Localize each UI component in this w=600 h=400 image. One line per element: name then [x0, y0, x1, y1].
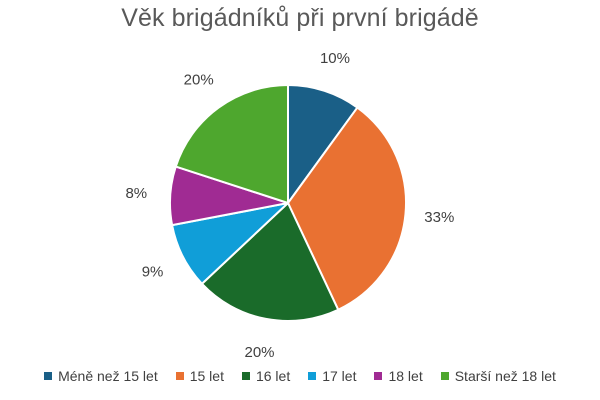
legend-item-3: 16 let — [241, 368, 291, 384]
legend-swatch-1 — [44, 372, 53, 380]
data-label-4: 9% — [142, 264, 164, 281]
pie-slice-3 — [200, 202, 340, 322]
legend-label-1: Méně než 15 let — [58, 368, 158, 384]
legend-label-4: 17 let — [322, 368, 357, 384]
legend-swatch-3 — [241, 372, 250, 380]
data-label-6: 20% — [184, 72, 214, 89]
pie-slices — [169, 84, 407, 322]
pie-slice-1 — [287, 84, 359, 204]
legend-swatch-2 — [175, 372, 184, 380]
legend-swatch-5 — [374, 372, 383, 380]
legend-item-2: 15 let — [175, 368, 224, 384]
legend-item-4: 17 let — [308, 368, 356, 384]
legend-label-5: 18 let — [388, 368, 423, 384]
data-label-1: 10% — [320, 50, 350, 67]
pie-data-labels: 10% 33% 20% 9% 8% 20% — [125, 50, 454, 361]
legend-label-6: Starší než 18 let — [454, 368, 556, 384]
pie-slice-2 — [287, 106, 407, 311]
legend-item-6: Starší než 18 let — [440, 368, 556, 384]
data-label-3: 20% — [245, 344, 275, 361]
legend-swatch-6 — [440, 372, 449, 380]
data-label-5: 8% — [125, 185, 147, 202]
data-label-2: 33% — [424, 209, 454, 226]
legend-swatch-4 — [308, 372, 317, 380]
pie-slice-6 — [174, 84, 289, 204]
legend-label-3: 16 let — [255, 368, 291, 384]
chart-title: Věk brigádníků při první brigádě — [121, 4, 479, 32]
chart-legend: Méně než 15 let 15 let 16 let 17 let 18 let S… — [0, 368, 600, 384]
legend-item-5: 18 let — [374, 368, 423, 384]
legend-label-2: 15 let — [189, 368, 224, 384]
legend-item-1: Méně než 15 let — [44, 368, 158, 384]
